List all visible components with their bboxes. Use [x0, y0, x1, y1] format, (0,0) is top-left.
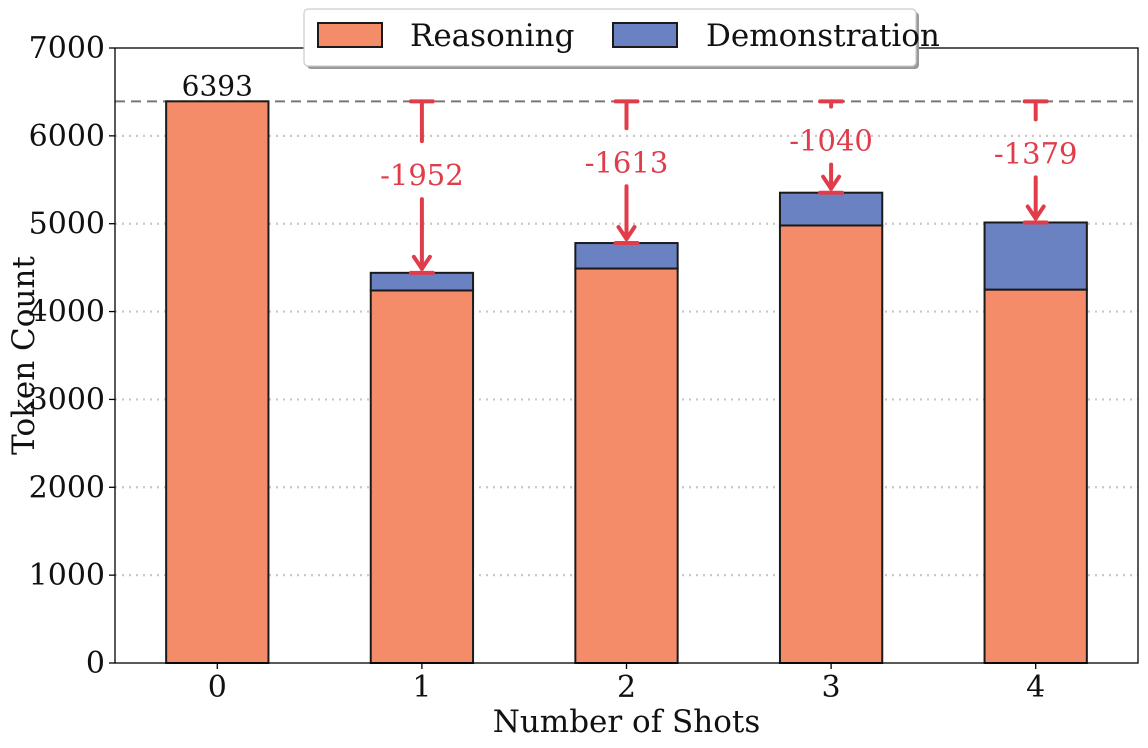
- x-tick-label: 0: [208, 670, 227, 705]
- annotation-label: -1040: [789, 124, 873, 158]
- y-axis-label: Token Count: [6, 256, 42, 455]
- bar-reasoning: [574, 267, 679, 664]
- legend: Reasoning Demonstration: [303, 8, 940, 69]
- x-tick-label: 3: [822, 670, 841, 705]
- x-axis-label: Number of Shots: [493, 704, 761, 740]
- bars: 6393: [165, 69, 1088, 664]
- bar-demonstration: [574, 242, 679, 270]
- reduction-annotation: -1952: [380, 99, 464, 275]
- bar-reasoning: [983, 288, 1088, 664]
- reduction-annotation: -1379: [994, 99, 1078, 225]
- bar-reasoning: [369, 289, 475, 664]
- bar-demonstration: [369, 271, 475, 292]
- x-tick-label: 1: [412, 670, 431, 705]
- x-tick-label: 4: [1026, 670, 1045, 705]
- bar-reasoning: [165, 100, 270, 664]
- y-tick-label: 7000: [29, 31, 105, 66]
- annotation-arrowhead: [821, 174, 842, 191]
- legend-box: [303, 8, 917, 67]
- reduction-annotation: -1613: [585, 99, 669, 246]
- bar-reasoning: [778, 224, 884, 664]
- reduction-annotations: -1952 -1613 -1040 -1379: [380, 99, 1078, 275]
- reduction-annotation: -1040: [789, 99, 873, 195]
- y-tick-label: 3000: [29, 382, 105, 417]
- y-tick-label: 6000: [29, 119, 105, 154]
- y-tick-label: 2000: [29, 470, 105, 505]
- y-axis-ticks: 0 1000 2000 3000 4000 5000 6000 7000: [29, 31, 115, 681]
- bar-value-label: 6393: [182, 69, 253, 102]
- annotation-label: -1613: [585, 145, 669, 179]
- annotation-arrowhead: [616, 225, 637, 242]
- legend-swatch: [612, 22, 678, 48]
- y-tick-label: 5000: [29, 207, 105, 242]
- legend-label: Reasoning: [410, 18, 574, 54]
- bar-demonstration: [778, 191, 884, 227]
- y-tick-label: 4000: [29, 295, 105, 330]
- y-tick-label: 1000: [29, 558, 105, 593]
- y-tick-label: 0: [86, 646, 105, 681]
- x-tick-label: 2: [617, 670, 636, 705]
- x-axis-ticks: 0 1 2 3 4: [208, 663, 1045, 705]
- annotation-arrowhead: [411, 254, 432, 271]
- legend-swatch: [317, 22, 383, 48]
- bar-demonstration: [983, 221, 1088, 291]
- annotation-label: -1952: [380, 158, 464, 192]
- annotation-label: -1379: [994, 136, 1078, 170]
- annotation-arrowhead: [1025, 204, 1046, 221]
- legend-label: Demonstration: [706, 18, 940, 54]
